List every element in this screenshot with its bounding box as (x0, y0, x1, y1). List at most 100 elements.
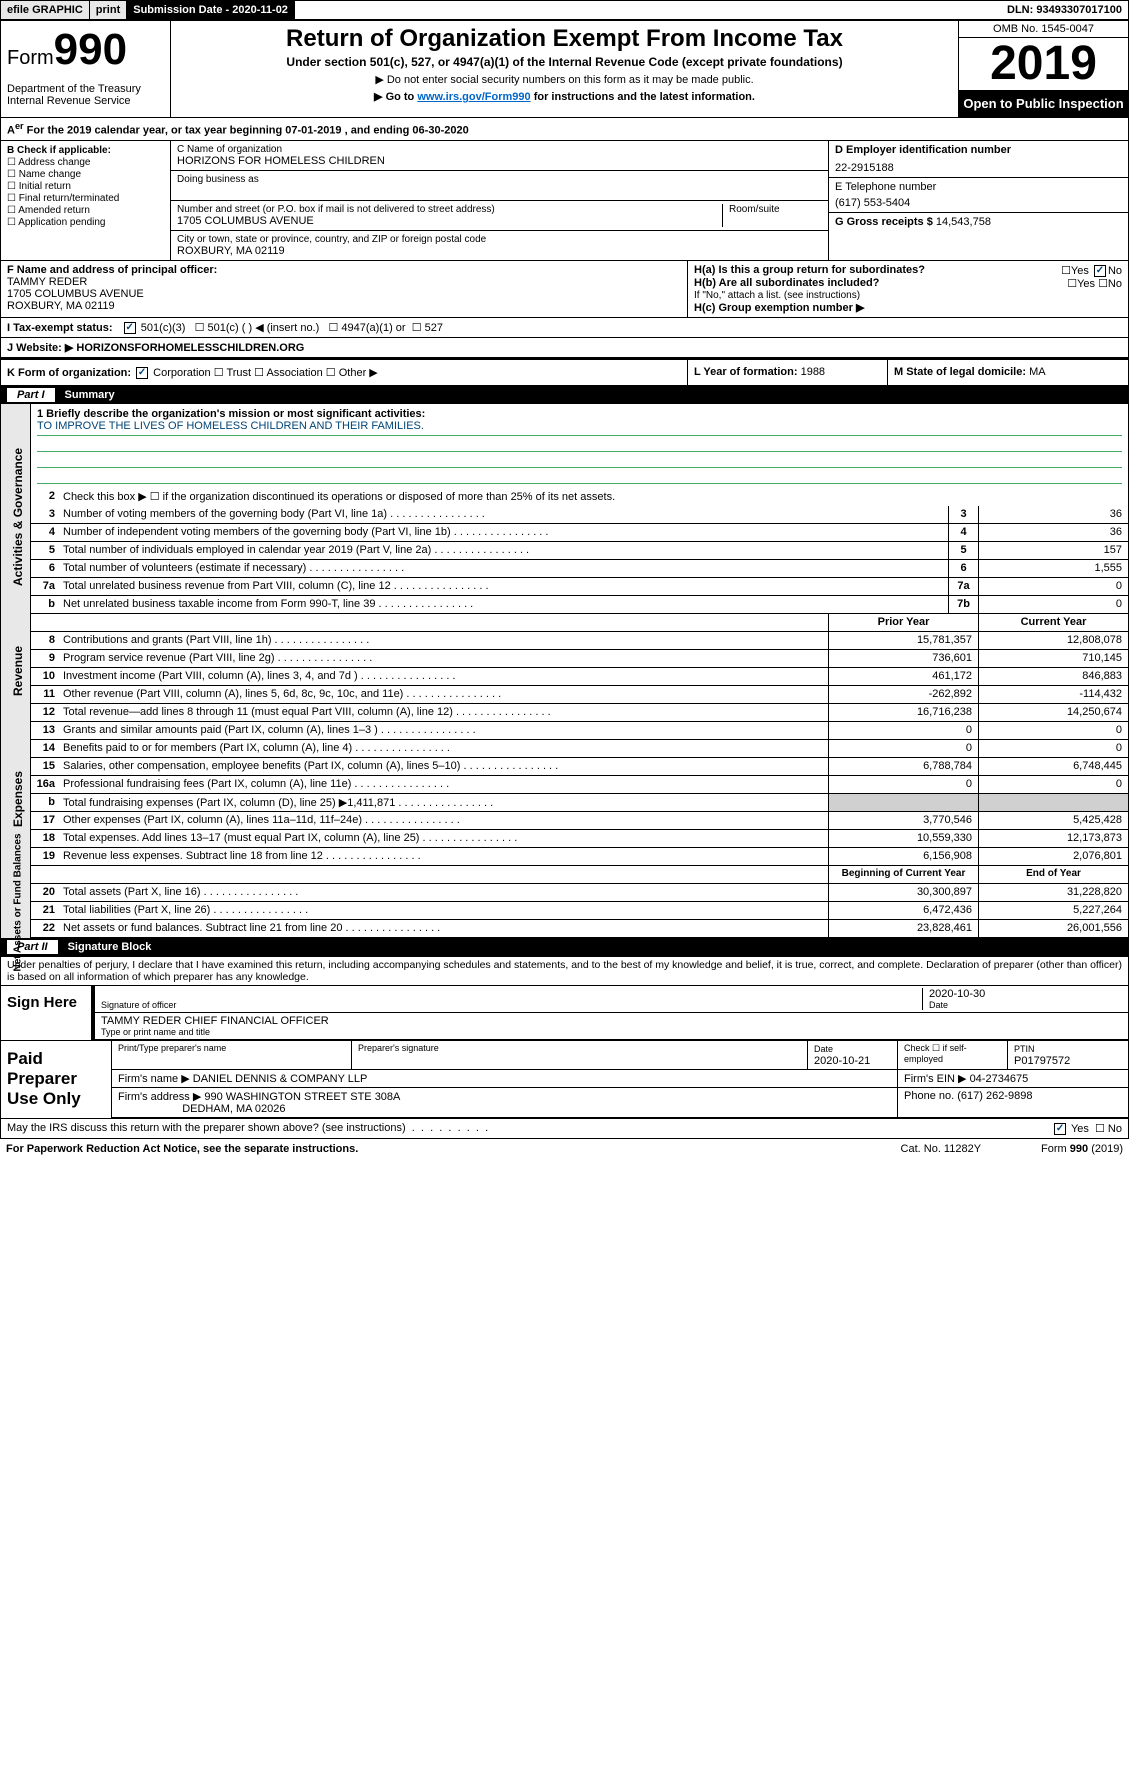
ein-label: D Employer identification number (835, 144, 1122, 156)
tax-year: 2019 (959, 38, 1128, 90)
form-title: Return of Organization Exempt From Incom… (181, 25, 948, 53)
table-row: 11Other revenue (Part VIII, column (A), … (31, 686, 1128, 704)
opt-501c: 501(c) ( ) ◀ (insert no.) (208, 322, 320, 334)
table-row: bTotal fundraising expenses (Part IX, co… (31, 794, 1128, 812)
hdr-end-year: End of Year (978, 866, 1128, 883)
sig-officer-label: Signature of officer (101, 1000, 922, 1010)
summary-governance: Activities & Governance 1 Briefly descri… (1, 404, 1128, 614)
ha-label: H(a) Is this a group return for subordin… (694, 264, 925, 276)
prep-addr-row: Firm's address ▶ 990 WASHINGTON STREET S… (112, 1088, 1128, 1118)
summary-netassets: Net Assets or Fund Balances Beginning of… (1, 866, 1128, 938)
phone-label: E Telephone number (835, 181, 1122, 193)
m-label: M State of legal domicile: (894, 366, 1026, 378)
discuss-yes[interactable] (1054, 1123, 1066, 1135)
hb-note: If "No," attach a list. (see instruction… (694, 290, 1122, 301)
table-row: 13Grants and similar amounts paid (Part … (31, 722, 1128, 740)
note2a: ▶ Go to (374, 91, 417, 103)
j-label: J Website: ▶ (7, 342, 73, 354)
vtab-gov-label: Activities & Governance (11, 476, 25, 586)
table-row: 16aProfessional fundraising fees (Part I… (31, 776, 1128, 794)
section-f: F Name and address of principal officer:… (1, 261, 688, 317)
opt-527: 527 (425, 322, 443, 334)
page-footer: For Paperwork Reduction Act Notice, see … (0, 1139, 1129, 1159)
prep-hdr-row: Print/Type preparer's name Preparer's si… (112, 1041, 1128, 1070)
vtab-net: Net Assets or Fund Balances (1, 866, 31, 938)
officer-name-title: TAMMY REDER CHIEF FINANCIAL OFFICER (101, 1015, 1122, 1027)
sig-officer-row: Signature of officer 2020-10-30Date (95, 986, 1128, 1013)
irs-link[interactable]: www.irs.gov/Form990 (417, 91, 530, 103)
form-container: Form990 Department of the Treasury Inter… (0, 20, 1129, 957)
topbar: efile GRAPHIC print Submission Date - 20… (0, 0, 1129, 20)
dba-label: Doing business as (177, 174, 822, 185)
firm-phone-label: Phone no. (904, 1090, 954, 1102)
footer-right: Form 990 (2019) (1041, 1143, 1123, 1155)
chk-name[interactable]: ☐ Name change (7, 169, 164, 180)
opt-501c3: 501(c)(3) (141, 322, 186, 334)
preparer-label: Paid Preparer Use Only (1, 1041, 111, 1118)
chk-501c3[interactable] (124, 322, 136, 334)
print-button[interactable]: print (90, 1, 127, 19)
table-row: 9Program service revenue (Part VIII, lin… (31, 650, 1128, 668)
chk-amended[interactable]: ☐ Amended return (7, 205, 164, 216)
table-row: 17Other expenses (Part IX, column (A), l… (31, 812, 1128, 830)
table-row: 22Net assets or fund balances. Subtract … (31, 920, 1128, 938)
opt-name: Name change (19, 169, 81, 180)
header-left: Form990 Department of the Treasury Inter… (1, 21, 171, 117)
name-label: C Name of organization (177, 144, 822, 155)
k-label: K Form of organization: (7, 367, 131, 379)
chk-pending[interactable]: ☐ Application pending (7, 217, 164, 228)
ha-no-check[interactable] (1094, 265, 1106, 277)
prep-h1: Print/Type preparer's name (112, 1041, 352, 1069)
vtab-rev: Revenue (1, 614, 31, 722)
addr-label: Number and street (or P.O. box if mail i… (177, 204, 722, 215)
vtab-rev-label: Revenue (11, 616, 25, 726)
submission-date: Submission Date - 2020-11-02 (127, 1, 295, 19)
section-d: D Employer identification number 22-2915… (828, 141, 1128, 260)
chk-initial[interactable]: ☐ Initial return (7, 181, 164, 192)
prep-h5: PTIN (1014, 1044, 1035, 1054)
mission-blank1 (37, 436, 1122, 452)
m-val: MA (1029, 366, 1046, 378)
ptin: P01797572 (1014, 1055, 1070, 1067)
q1-label: 1 Briefly describe the organization's mi… (37, 408, 425, 420)
prep-h2: Preparer's signature (352, 1041, 808, 1069)
chk-final[interactable]: ☐ Final return/terminated (7, 193, 164, 204)
phone-box: E Telephone number (617) 553-5404 (829, 178, 1128, 213)
discuss-text: May the IRS discuss this return with the… (7, 1122, 406, 1134)
org-name-box: C Name of organization HORIZONS FOR HOME… (171, 141, 828, 171)
period-text: For the 2019 calendar year, or tax year … (27, 125, 469, 137)
opt-corp: Corporation (153, 367, 210, 379)
officer-addr1: 1705 COLUMBUS AVENUE (7, 288, 144, 300)
firm-ein-label: Firm's EIN ▶ (904, 1073, 967, 1085)
addr-box: Number and street (or P.O. box if mail i… (171, 201, 828, 231)
table-row: 5Total number of individuals employed in… (31, 542, 1128, 560)
opt-4947: 4947(a)(1) or (341, 322, 405, 334)
phone-value: (617) 553-5404 (835, 197, 1122, 209)
sign-date-label: Date (929, 1000, 1122, 1010)
opt-address: Address change (18, 157, 90, 168)
net-header-row: Beginning of Current Year End of Year (31, 866, 1128, 884)
section-l: L Year of formation: 1988 (688, 360, 888, 385)
preparer-fields: Print/Type preparer's name Preparer's si… (111, 1041, 1128, 1118)
open-public: Open to Public Inspection (959, 90, 1128, 117)
declaration-text: Under penalties of perjury, I declare th… (1, 957, 1128, 985)
f-label: F Name and address of principal officer: (7, 264, 217, 276)
chk-corp[interactable] (136, 367, 148, 379)
room-label: Room/suite (729, 204, 822, 215)
mission-text: TO IMPROVE THE LIVES OF HOMELESS CHILDRE… (37, 420, 1122, 436)
firm-addr2: DEDHAM, MA 02026 (182, 1103, 285, 1115)
opt-amended: Amended return (18, 205, 90, 216)
opt-trust: Trust (226, 367, 251, 379)
line-2: 2 Check this box ▶ ☐ if the organization… (31, 488, 1128, 506)
chk-address[interactable]: ☐ Address change (7, 157, 164, 168)
opt-other: Other ▶ (339, 367, 378, 379)
form-subtitle: Under section 501(c), 527, or 4947(a)(1)… (181, 55, 948, 69)
dln: DLN: 93493307017100 (1001, 1, 1128, 19)
header-right: OMB No. 1545-0047 2019 Open to Public In… (958, 21, 1128, 117)
prep-h3: Date (814, 1044, 833, 1054)
discuss-row: May the IRS discuss this return with the… (1, 1118, 1128, 1138)
table-row: 6Total number of volunteers (estimate if… (31, 560, 1128, 578)
part2-header: Part II Signature Block (1, 938, 1128, 956)
ein-box: D Employer identification number 22-2915… (829, 141, 1128, 178)
table-row: 19Revenue less expenses. Subtract line 1… (31, 848, 1128, 866)
